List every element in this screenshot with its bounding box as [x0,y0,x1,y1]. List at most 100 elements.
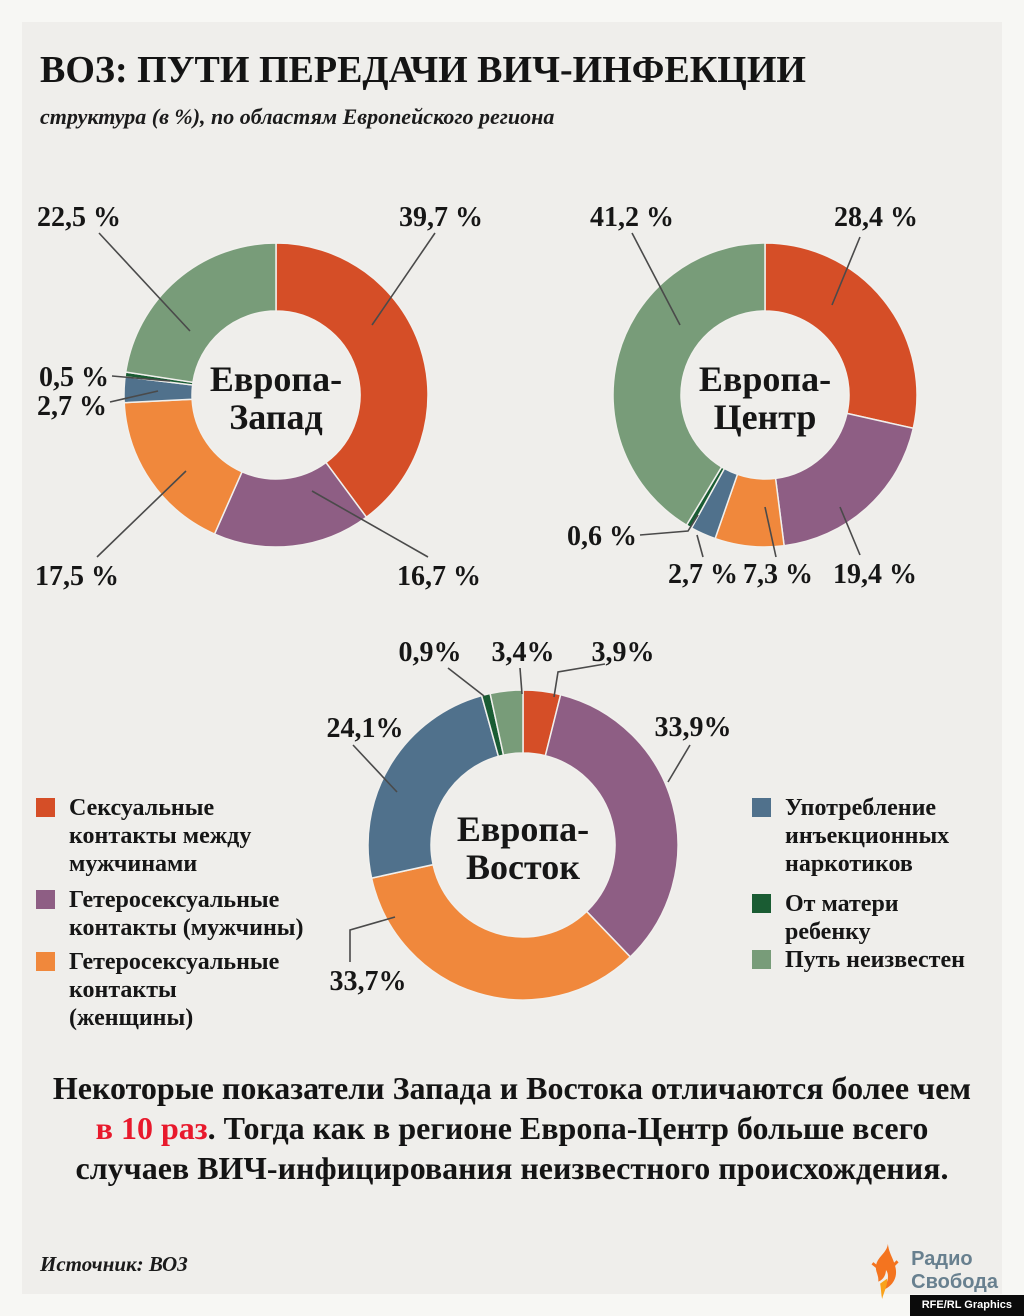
donut-svg-europe-center: 28,4 % 19,4 % 7,3 %2,7 % 0,6 % 41,2 % Европа-… [567,202,918,590]
logo-text: Радио Свобода [911,1248,998,1294]
legend-line: Гетеросексуальные [69,887,280,913]
donut-center-title-line2: Запад [229,397,322,437]
note-part1: Некоторые показатели Запада и Востока от… [52,1070,972,1106]
donut-center-title-line2: Центр [714,397,817,437]
canvas-background [22,22,1002,1294]
donut-slice-hetero_f [370,863,632,1001]
note-highlight: в 10 раз [95,1110,208,1146]
leader-line-mother [447,667,485,697]
legend-swatch-hetero-f [36,952,55,971]
pct-label-hetero_f: 17,5 % [35,561,119,592]
legend-line: контакты (мужчины) [69,915,304,941]
legend-item-mother: От матери ребенку [752,890,899,946]
leader-line-idu [352,744,398,793]
donut-slice-hetero_m [544,693,679,958]
legend-line: контакты [69,977,177,1003]
legend-line: (женщины) [69,1005,194,1031]
leader-line-msm [553,663,606,698]
leader-line-hetero_m [311,490,429,558]
torch-flame-icon [871,1243,899,1300]
legend-line: контакты между [69,823,252,849]
note-part2: . Тогда как в регионе Европа-Центр больш… [75,1110,949,1186]
legend-item-unknown: Путь неизвестен [752,946,965,974]
pct-label-unknown: 41,2 % [590,202,674,233]
legend-label-idu: Употребление инъекционных наркотиков [785,794,949,878]
legend-label-msm: Сексуальные контакты между мужчинами [69,794,251,878]
pct-label-hetero_m: 19,4 % [833,559,917,590]
donut-center-title-line1: Европа- [457,809,589,849]
leader-line-hetero_m [667,744,691,783]
leader-line-hetero_f [764,506,777,558]
legend-swatch-mother [752,894,771,913]
page-subtitle: структура (в %), по областям Европейског… [40,104,555,129]
legend-swatch-hetero-m [36,890,55,909]
legend-label-mother: От матери ребенку [785,890,899,946]
legend-swatch-idu [752,798,771,817]
donut-slice-idu [367,694,500,880]
donut-chart-europe-center: 28,4 % 19,4 % 7,3 % 2,7 % 0,6 % 41,2 % Европа-… [520,185,1010,605]
pct-label-hetero_f: 7,3 % [743,559,813,590]
leader-line-hetero_f [96,470,187,558]
legend-line: Гетеросексуальные [69,949,280,975]
credit-badge: RFE/RL Graphics [909,1295,1024,1316]
pct-label-unknown: 3,4% [492,637,555,668]
donut-chart-europe-east: 3,9% 33,9% 33,7% 24,1% 0,9% 3,4% Европа- Восток [270,620,770,1050]
legend-line: ребенку [785,919,871,945]
donut-chart-europe-west: 39,7 % 16,7 % 17,5 % 2,7 % 0,5 % 22,5 % Европа… [20,185,520,605]
legend-swatch-unknown [752,950,771,969]
donut-svg-europe-west: 39,7 % 16,7 % 17,5 % 2,7 %0,5 % 22,5 % Европа… [35,202,483,592]
legend-item-msm: Сексуальные контакты между мужчинами [36,794,251,878]
donut-center-title-line1: Европа- [210,359,342,399]
legend-line: мужчинами [69,851,198,877]
legend-swatch-msm [36,798,55,817]
pct-label-hetero_m: 16,7 % [397,561,481,592]
leader-line-unknown [98,232,191,332]
legend-item-idu: Употребление инъекционных наркотиков [752,794,949,878]
legend-line: Употребление [785,795,937,821]
legend-line: инъекционных [785,823,950,849]
page-title: ВОЗ: ПУТИ ПЕРЕДАЧИ ВИЧ-ИНФЕКЦИИ [40,49,806,91]
pct-label-msm: 3,9% [592,637,655,668]
legend-label-hetero-f: Гетеросексуальные контакты (женщины) [69,948,279,1032]
logo-line2: Свобода [911,1271,998,1293]
leader-line-hetero_f [349,916,396,962]
legend-label-unknown: Путь неизвестен [785,946,965,974]
pct-label-mother: 0,6 % [567,521,637,552]
leader-line-idu [696,534,704,558]
note-text: Некоторые показатели Запада и Востока от… [52,1068,972,1188]
donut-svg-europe-east: 3,9% 33,9% 33,7% 24,1% 0,9% 3,4% Европа-Восток [327,637,732,1001]
pct-label-mother: 0,9% [399,637,462,668]
leader-line-mother [111,375,171,382]
legend-line: наркотиков [785,851,913,877]
legend-line: Сексуальные [69,795,215,821]
legend-line: От матери [785,891,899,917]
pct-label-hetero_f: 33,7% [330,966,407,997]
pct-label-msm: 28,4 % [834,202,918,233]
legend-line: Путь неизвестен [785,947,965,973]
pct-label-unknown: 22,5 % [37,202,121,233]
pct-label-mother: 0,5 % [39,362,109,393]
source-label: Источник: ВОЗ [40,1252,188,1276]
donut-slice-msm [764,242,918,430]
pct-label-hetero_m: 33,9% [655,712,732,743]
legend-item-hetero-m: Гетеросексуальные контакты (мужчины) [36,886,304,942]
donut-slice-unknown [124,242,277,384]
pct-label-msm: 39,7 % [399,202,483,233]
leader-line-unknown [519,667,523,695]
leader-line-hetero_m [839,506,861,556]
leader-line-unknown [631,232,681,326]
pct-label-idu: 2,7 % [37,391,107,422]
leader-line-idu [109,390,159,403]
donut-slice-unknown [489,689,524,756]
pct-label-idu: 2,7 % [668,559,738,590]
donut-slice-hetero_m [774,412,915,547]
legend-label-hetero-m: Гетеросексуальные контакты (мужчины) [69,886,304,942]
donut-slice-msm [275,242,429,519]
donut-center-title-line2: Восток [466,847,580,887]
leader-line-mother [639,514,699,536]
radio-svoboda-logo: Радио Свобода [866,1242,998,1300]
pct-label-idu: 24,1% [327,713,404,744]
donut-slice-unknown [612,242,766,527]
legend-item-hetero-f: Гетеросексуальные контакты (женщины) [36,948,279,1032]
